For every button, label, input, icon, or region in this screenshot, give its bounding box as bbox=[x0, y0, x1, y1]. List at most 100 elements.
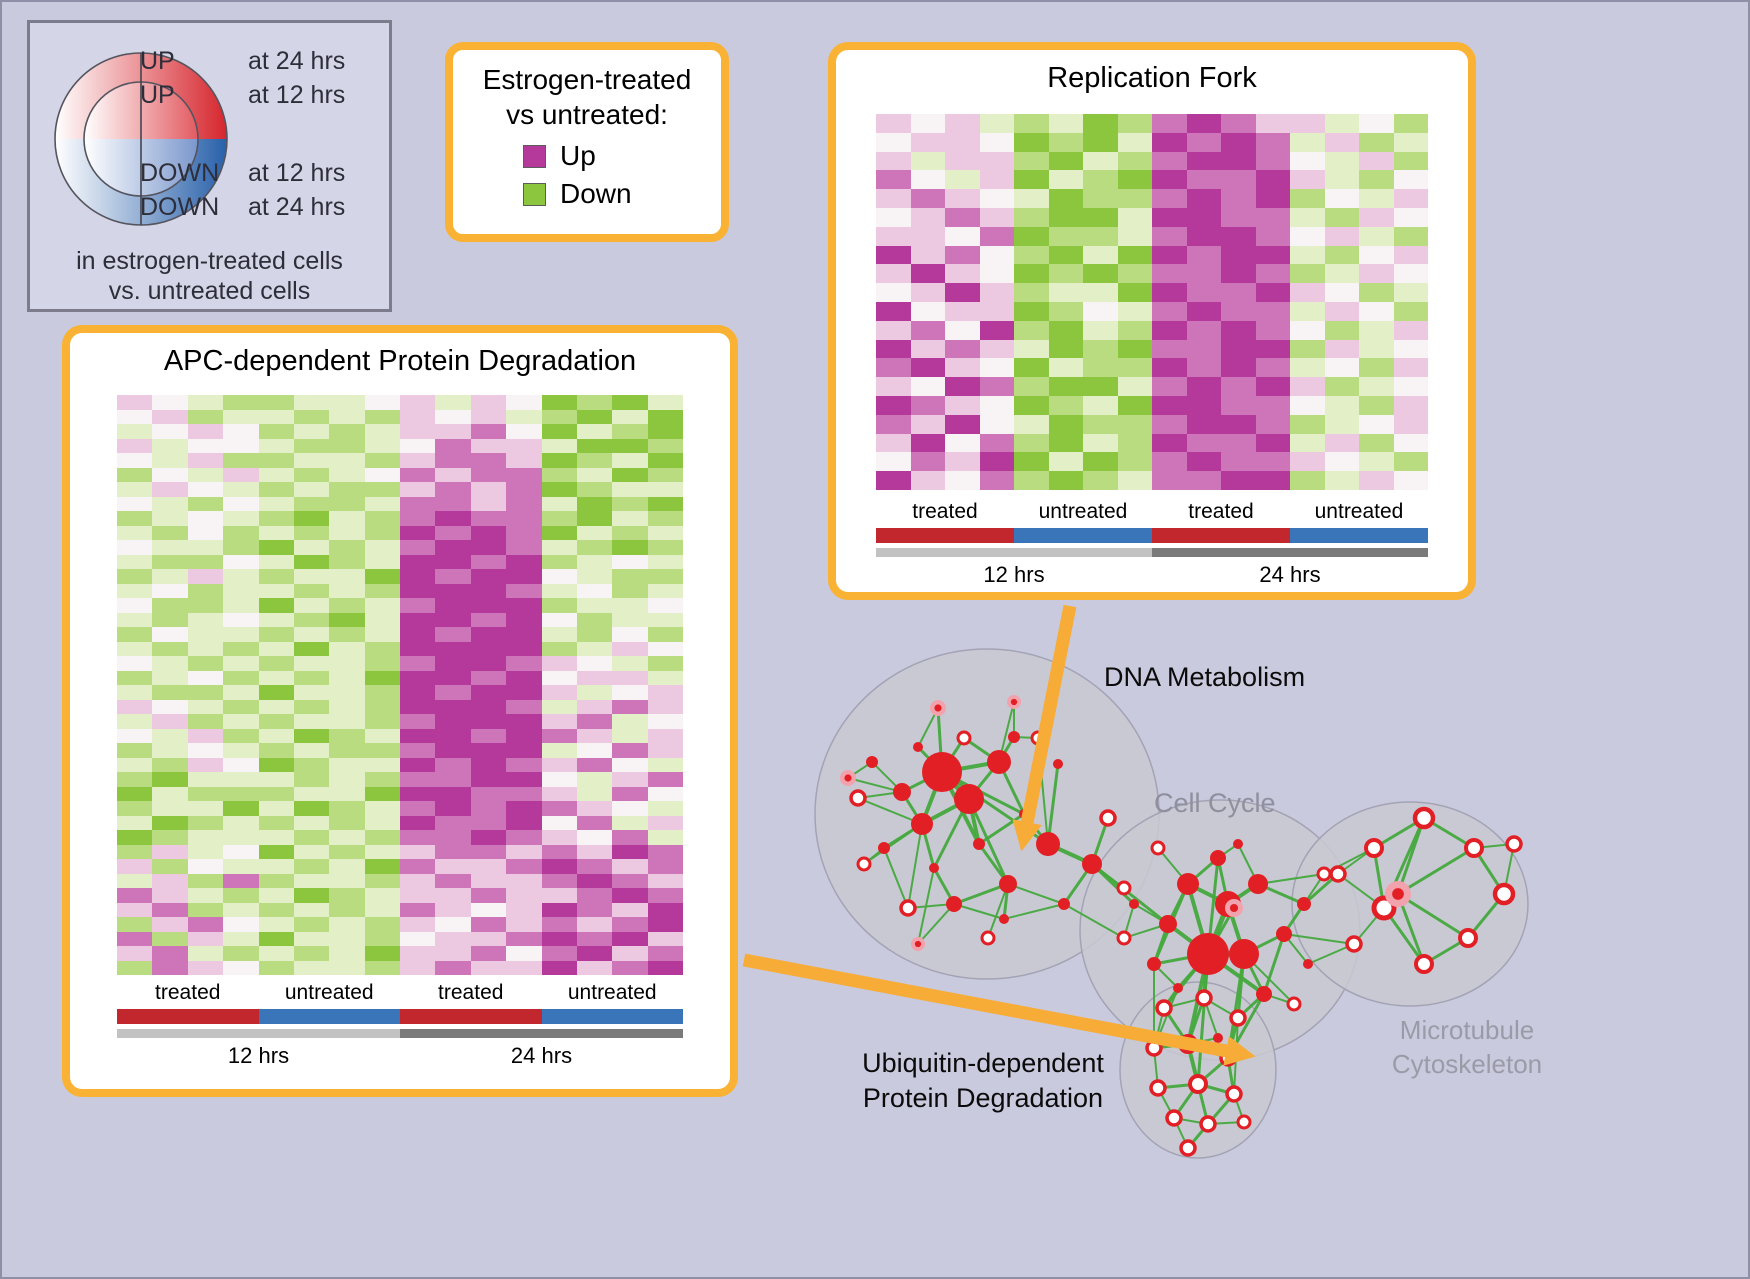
network-node-core bbox=[1392, 888, 1404, 900]
heatmap-cell bbox=[1014, 189, 1049, 208]
heatmap-cell bbox=[364, 873, 400, 888]
heatmap-cell bbox=[364, 409, 400, 424]
heatmap-cell bbox=[258, 815, 294, 830]
network-edge bbox=[1007, 883, 1065, 905]
network-edge bbox=[1186, 1043, 1200, 1085]
heatmap-cell bbox=[576, 728, 613, 743]
heatmap-cell bbox=[1393, 132, 1428, 152]
heatmap-cell bbox=[576, 859, 613, 874]
heatmap-cell bbox=[506, 931, 542, 946]
network-node-ring bbox=[1229, 1009, 1247, 1027]
network-edge bbox=[1206, 857, 1220, 955]
heatmap-cell bbox=[647, 844, 683, 859]
heatmap-cell bbox=[541, 873, 577, 888]
network-node-solid bbox=[1187, 933, 1229, 975]
rf-untreated-bar-12 bbox=[1014, 528, 1152, 543]
heatmap-cell bbox=[506, 395, 542, 410]
heatmap-cell bbox=[435, 699, 471, 714]
heatmap-cell bbox=[223, 757, 259, 772]
heatmap-cell bbox=[647, 496, 683, 511]
heatmap-cell bbox=[117, 540, 153, 555]
arrow-to-ubiquitin bbox=[742, 953, 1256, 1066]
heatmap-cell bbox=[152, 714, 188, 729]
legend-up12-time: at 12 hrs bbox=[248, 81, 346, 109]
heatmap-row bbox=[876, 189, 1428, 208]
network-node-solid bbox=[973, 838, 985, 850]
heatmap-cell bbox=[293, 902, 330, 917]
heatmap-cell bbox=[1186, 207, 1221, 227]
heatmap-cell bbox=[364, 772, 400, 787]
heatmap-cell bbox=[117, 641, 153, 656]
heatmap-cell bbox=[910, 358, 945, 378]
network-edge bbox=[1262, 933, 1286, 995]
heatmap-cell bbox=[187, 395, 224, 410]
heatmap-cell bbox=[612, 453, 648, 468]
heatmap-cell bbox=[1221, 283, 1256, 302]
network-edge bbox=[863, 823, 923, 865]
network-node-ring bbox=[856, 856, 872, 872]
heatmap-cell bbox=[435, 902, 471, 917]
heatmap-cell bbox=[1048, 245, 1083, 265]
heatmap-cell bbox=[223, 685, 259, 700]
heatmap-cell bbox=[1152, 226, 1187, 246]
heatmap-cell bbox=[612, 525, 648, 540]
apc-title: APC-dependent Protein Degradation bbox=[163, 345, 637, 377]
heatmap-cell bbox=[187, 757, 224, 772]
cluster-ellipse-cell-cycle bbox=[1079, 799, 1361, 1061]
heatmap-cell bbox=[612, 772, 648, 787]
heatmap-cell bbox=[435, 438, 471, 453]
heatmap-cell bbox=[258, 714, 294, 729]
heatmap-cell bbox=[1290, 132, 1325, 152]
heatmap-cell bbox=[612, 830, 648, 845]
network-edge bbox=[997, 736, 1016, 763]
cluster-ellipse-microtubule-cytoskeleton bbox=[1291, 801, 1529, 1007]
heatmap-cell bbox=[400, 554, 436, 569]
heatmap-cell bbox=[117, 569, 153, 584]
heatmap-cell bbox=[1393, 151, 1428, 171]
heatmap-cell bbox=[152, 873, 188, 888]
network-edge bbox=[1396, 893, 1426, 965]
heatmap-cell bbox=[435, 815, 471, 830]
heatmap-cell bbox=[612, 685, 648, 700]
network-edge bbox=[1503, 843, 1515, 895]
network-edge bbox=[1207, 1121, 1245, 1125]
heatmap-cell bbox=[1221, 189, 1256, 208]
heatmap-cell bbox=[470, 772, 507, 787]
heatmap-cell bbox=[152, 467, 188, 482]
heatmap-cell bbox=[1014, 452, 1049, 472]
heatmap-cell bbox=[223, 743, 259, 758]
heatmap-row bbox=[117, 583, 683, 598]
network-edge bbox=[1187, 1042, 1229, 1060]
heatmap-cell bbox=[1255, 114, 1290, 133]
heatmap-cell bbox=[470, 960, 507, 975]
heatmap-row bbox=[117, 554, 683, 569]
network-node-ring bbox=[1464, 838, 1484, 858]
heatmap-cell bbox=[647, 772, 683, 787]
heatmap-cell bbox=[1048, 151, 1083, 171]
heatmap-cell bbox=[293, 830, 330, 845]
heatmap-cell bbox=[1359, 245, 1394, 265]
heatmap-cell bbox=[612, 496, 648, 511]
network-edge bbox=[1062, 863, 1094, 905]
heatmap-cell bbox=[1186, 377, 1221, 396]
heatmap-cell bbox=[506, 569, 542, 584]
heatmap-cell bbox=[1324, 245, 1359, 265]
heatmap-cell bbox=[329, 699, 365, 714]
heatmap-cell bbox=[187, 888, 224, 903]
heatmap-cell bbox=[506, 656, 542, 671]
heatmap-cell bbox=[1083, 358, 1118, 378]
heatmap-cell bbox=[1290, 320, 1325, 340]
network-edge bbox=[1466, 893, 1506, 939]
network-node-ring bbox=[1188, 1074, 1208, 1094]
heatmap-cell bbox=[400, 931, 436, 946]
heatmap-cell bbox=[400, 888, 436, 903]
heatmap-row bbox=[117, 931, 683, 946]
network-edge bbox=[1283, 933, 1309, 965]
heatmap-row bbox=[876, 283, 1428, 302]
heatmap-cell bbox=[364, 424, 400, 439]
heatmap-cell bbox=[187, 424, 224, 439]
heatmap-cell bbox=[470, 743, 507, 758]
heatmap-cell bbox=[541, 641, 577, 656]
heatmap-cell bbox=[506, 772, 542, 787]
network-edge bbox=[1382, 817, 1426, 909]
